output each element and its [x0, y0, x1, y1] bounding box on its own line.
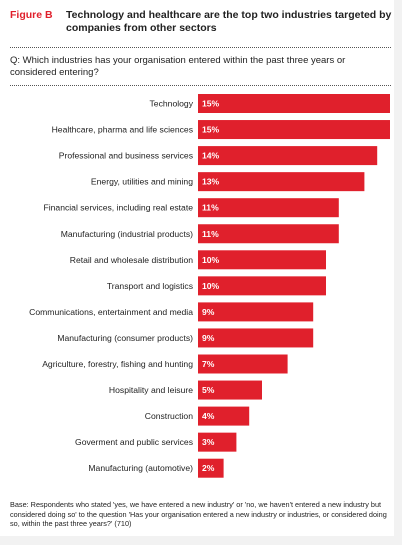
figure-label: Figure B: [10, 9, 53, 21]
category-label: Healthcare, pharma and life sciences: [52, 125, 193, 135]
bar: [198, 406, 250, 426]
bar-value-label: 10%: [202, 281, 220, 291]
bar-value-label: 15%: [202, 125, 220, 135]
category-label: Manufacturing (industrial products): [61, 229, 193, 239]
divider-top: [10, 47, 391, 48]
bar-value-label: 11%: [202, 203, 219, 213]
category-label: Communications, entertainment and media: [29, 307, 193, 317]
bar: [198, 432, 237, 452]
bar-value-label: 5%: [202, 385, 215, 395]
footnote: Base: Respondents who stated 'yes, we ha…: [10, 500, 387, 529]
survey-question: Q: Which industries has your organisatio…: [10, 55, 346, 78]
category-label: Manufacturing (consumer products): [57, 333, 193, 343]
category-label: Professional and business services: [59, 151, 193, 161]
bar: [198, 146, 378, 166]
category-label: Technology: [150, 99, 194, 109]
category-label: Construction: [145, 411, 193, 421]
bar-value-label: 9%: [202, 333, 215, 343]
bar: [198, 458, 224, 478]
category-label: Agriculture, forestry, fishing and hunti…: [42, 359, 193, 369]
category-label: Hospitality and leisure: [109, 385, 193, 395]
bar-value-label: 13%: [202, 177, 220, 187]
category-label: Manufacturing (automotive): [88, 463, 193, 473]
bar-value-label: 7%: [202, 359, 215, 369]
bar-value-label: 11%: [202, 229, 219, 239]
bar: [198, 198, 339, 218]
bar: [198, 354, 288, 374]
figure-title: Technology and healthcare are the top tw…: [66, 9, 392, 34]
bar-value-label: 15%: [202, 99, 220, 109]
bar-value-label: 4%: [202, 411, 215, 421]
bar: [198, 120, 390, 140]
bar: [198, 250, 326, 270]
bar: [198, 224, 339, 244]
category-label: Energy, utilities and mining: [91, 177, 193, 187]
bar: [198, 94, 390, 113]
category-label: Financial services, including real estat…: [43, 203, 193, 213]
divider-bottom: [10, 85, 391, 86]
bar-chart: Technology 15% Healthcare, pharma and life…: [29, 94, 390, 478]
bar-value-label: 10%: [202, 255, 220, 265]
figure-card: Figure B Technology and healthcare are t…: [0, 0, 394, 536]
bar: [198, 172, 365, 192]
bar-value-label: 14%: [202, 151, 220, 161]
bar-value-label: 9%: [202, 307, 215, 317]
bar: [198, 328, 314, 348]
bar: [198, 302, 314, 322]
category-label: Goverment and public services: [75, 437, 193, 447]
category-label: Transport and logistics: [107, 281, 193, 291]
bar: [198, 276, 326, 296]
bar-value-label: 3%: [202, 437, 215, 447]
bar-value-label: 2%: [202, 463, 215, 473]
category-label: Retail and wholesale distribution: [70, 255, 193, 265]
bar: [198, 380, 262, 400]
